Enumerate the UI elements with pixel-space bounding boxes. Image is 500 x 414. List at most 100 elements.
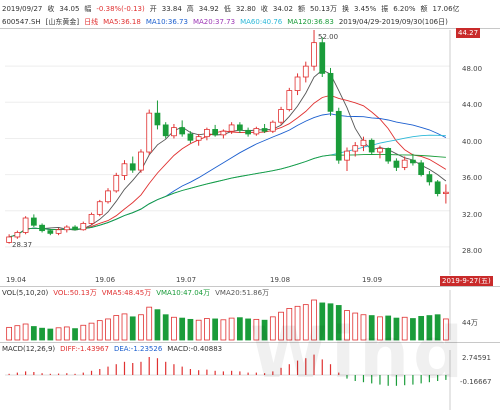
candle-body	[154, 112, 161, 126]
volume-bar	[360, 314, 367, 341]
volume-bar	[286, 308, 293, 341]
volume-bar	[368, 315, 375, 341]
volume-bar	[138, 314, 144, 341]
vma5-value: VMA5:48.45万	[101, 289, 152, 297]
candle-body	[80, 223, 87, 231]
volume-bar	[253, 318, 260, 341]
candle-body	[195, 136, 202, 141]
vol-label: 额	[420, 5, 428, 13]
volume-bar	[187, 318, 194, 341]
high-value: 34.92	[198, 5, 219, 13]
volume-bar	[204, 318, 210, 341]
candle-body	[286, 90, 293, 110]
amount-value: 50.13万	[309, 5, 337, 13]
candle-body	[426, 174, 433, 183]
candle-body	[96, 201, 103, 215]
macd-value: MACD:-0.40883	[167, 345, 223, 353]
volume-bar	[385, 315, 392, 341]
change-label: 幅	[84, 5, 92, 13]
ma10-line	[8, 94, 447, 238]
candle-body	[401, 159, 408, 168]
candle-body	[360, 139, 367, 147]
volume-bar	[319, 302, 326, 341]
candle-body	[327, 72, 334, 112]
price-tick: 44.00	[462, 101, 483, 109]
ma20-line	[8, 113, 447, 238]
amp-label: 振	[381, 5, 389, 13]
candle-body	[294, 76, 301, 91]
candle-body	[105, 190, 111, 203]
macd-label: MACD(12,26,9)	[2, 345, 56, 353]
volume-bar	[171, 316, 177, 341]
candle-body	[113, 175, 120, 192]
candle-body	[236, 124, 243, 131]
ma120-legend: MA120:36.83	[287, 18, 334, 26]
volume-bar	[179, 317, 186, 341]
volume-bar	[72, 328, 78, 341]
volume-bar	[311, 299, 317, 341]
candle-body	[368, 139, 375, 153]
candle-body	[269, 121, 276, 132]
ma10-legend: MA10:36.73	[145, 18, 188, 26]
ma-legend: 600547.SH [山东黄金] 日线 MA5:36.18 MA10:36.73 MA20…	[2, 17, 453, 27]
candle-body	[410, 159, 416, 164]
candle-body	[55, 229, 62, 234]
volume-bar	[443, 318, 449, 341]
candle-body	[121, 163, 128, 176]
max-price-label: 52.00	[318, 33, 339, 41]
candle-body	[162, 124, 169, 137]
candle-body	[72, 226, 78, 231]
vol-divider	[0, 286, 500, 287]
volume-bar	[377, 316, 383, 341]
volume-bar	[236, 317, 243, 341]
candle-body	[319, 42, 326, 74]
volume-bar	[22, 323, 29, 341]
candle-body	[47, 230, 54, 234]
date-tick: 19.08	[270, 276, 291, 284]
candle-body	[14, 232, 21, 238]
volume-bar	[393, 317, 400, 341]
volume-bar	[220, 319, 227, 341]
price-tick: 32.00	[462, 211, 483, 219]
candle-body	[385, 148, 392, 162]
volume-bar	[327, 303, 334, 341]
candle-body	[302, 65, 309, 78]
volume-bar	[228, 317, 235, 341]
candle-body	[228, 124, 235, 132]
volume-bar	[212, 318, 219, 341]
turnover-label: 换	[341, 5, 349, 13]
vol-axis-label: 44万	[462, 319, 478, 327]
high-label: 高	[186, 5, 194, 13]
volume-bar	[88, 322, 95, 341]
ma60-legend: MA60:40.76	[240, 18, 283, 26]
vol-value: VOL:50.13万	[53, 289, 97, 297]
candle-body	[146, 112, 153, 153]
volume-bar	[39, 327, 45, 341]
volume-bar	[245, 318, 251, 341]
price-tick: 40.00	[462, 138, 483, 146]
stock-name[interactable]: [山东黄金]	[45, 18, 80, 26]
volume-bar	[352, 312, 359, 341]
candle-body	[63, 226, 70, 231]
candle-body	[393, 160, 400, 168]
period-label[interactable]: 日线	[84, 18, 99, 26]
candle-body	[278, 109, 284, 123]
change-value: -0.38%(-0.13)	[96, 5, 145, 13]
volume-bar	[105, 318, 111, 341]
vol-label: VOL(5,10,20)	[2, 289, 49, 297]
ma5-legend: MA5:36.18	[103, 18, 141, 26]
macd-divider	[0, 342, 500, 343]
close-value: 34.05	[59, 5, 80, 13]
stock-code[interactable]: 600547.SH	[2, 18, 41, 26]
low-value: 32.80	[235, 5, 256, 13]
volume-bar	[129, 316, 136, 341]
candle-body	[138, 151, 144, 171]
date-tick: 19.07	[176, 276, 197, 284]
candle-body	[443, 191, 449, 194]
candle-body	[261, 128, 268, 132]
candle-body	[352, 145, 359, 152]
candle-body	[418, 162, 425, 176]
candle-body	[204, 129, 210, 138]
volume-bar	[278, 311, 284, 341]
